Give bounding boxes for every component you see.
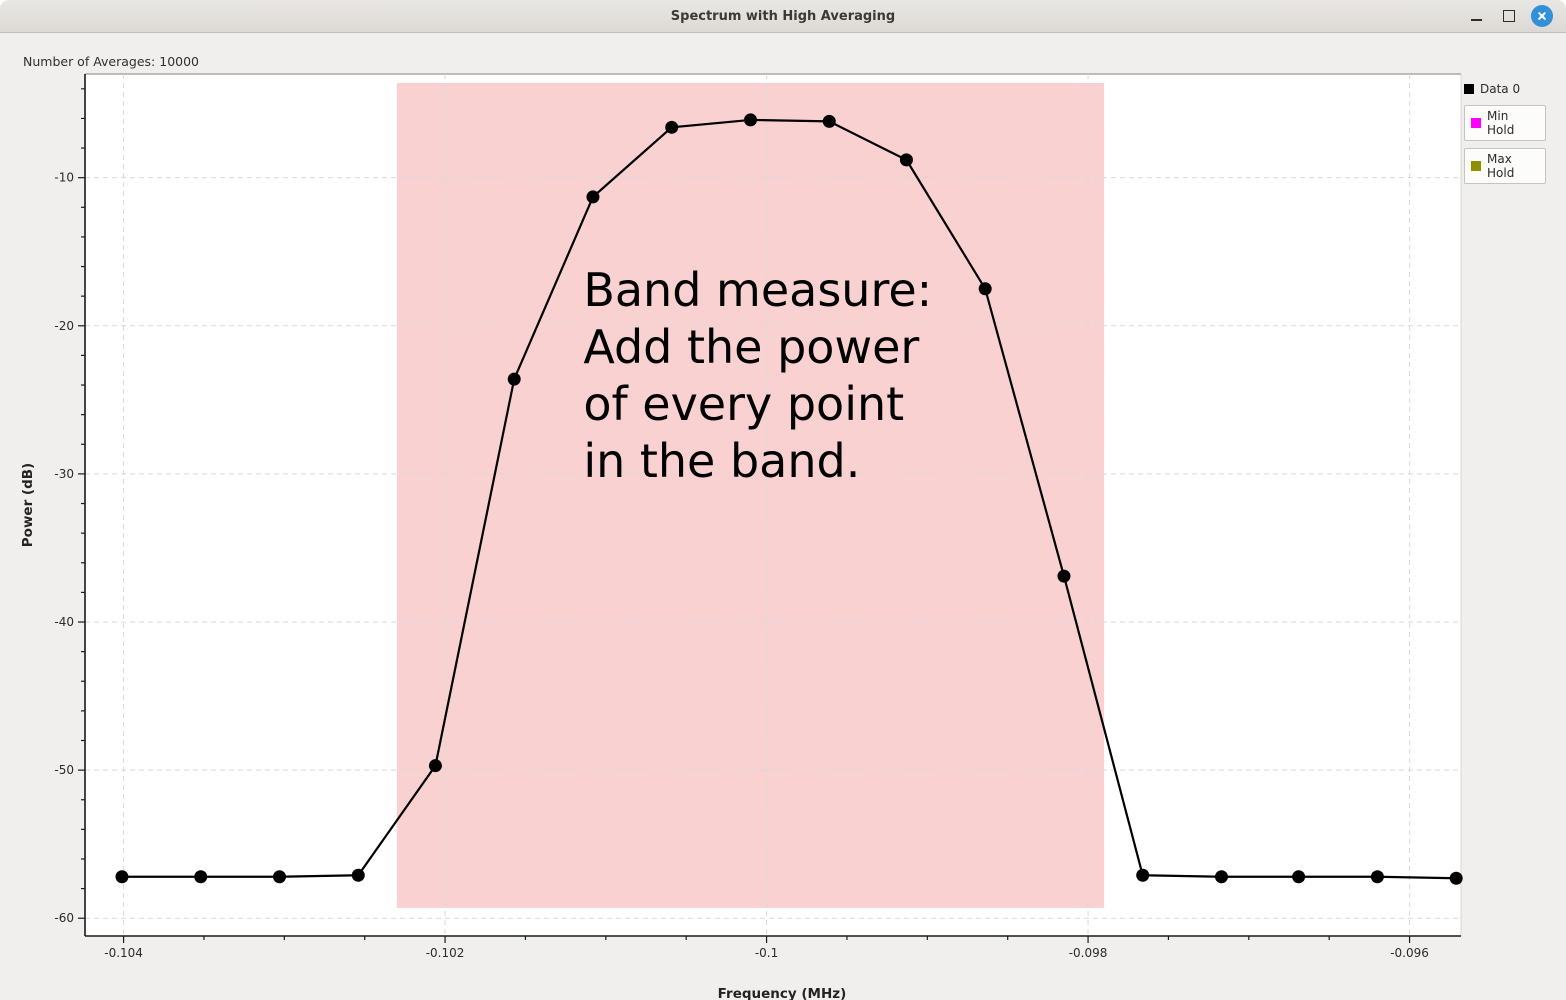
data-point (1136, 868, 1150, 882)
y-tick-label: -30 (54, 467, 74, 481)
data-point (273, 870, 287, 884)
band-measure-region (396, 82, 1105, 908)
minimize-icon (1470, 19, 1482, 21)
y-tick-label: -10 (54, 171, 74, 185)
data-point (743, 113, 757, 127)
legend-item-min-hold[interactable]: Min Hold (1464, 105, 1546, 141)
titlebar[interactable]: Spectrum with High Averaging (0, 0, 1566, 33)
annotation-line: Band measure: (583, 263, 933, 318)
data-point (1292, 870, 1306, 884)
x-tick-label: -0.096 (1390, 946, 1429, 960)
data-point (586, 190, 600, 204)
annotation-line: Add the power (583, 320, 920, 375)
data-point (194, 870, 208, 884)
x-tick-label: -0.102 (426, 946, 465, 960)
x-axis-label: Frequency (MHz) (717, 986, 847, 1000)
data-point (822, 114, 836, 128)
y-axis-label: Power (dB) (20, 462, 36, 548)
legend-label: Data 0 (1480, 82, 1521, 96)
data-point (1449, 871, 1463, 885)
maximize-icon (1503, 10, 1515, 22)
close-icon (1531, 5, 1553, 27)
legend-swatch-icon (1471, 118, 1481, 128)
legend-label: Min Hold (1487, 109, 1515, 137)
tick-labels: -0.104 -0.102 -0.1 -0.098 -0.096 -10 -20 -30 -40… (54, 171, 1429, 960)
data-point (1370, 870, 1384, 884)
annotation-line: of every point (583, 377, 905, 432)
legend-label: Max Hold (1487, 152, 1515, 180)
legend: Data 0 Min Hold Max Hold (1464, 82, 1554, 191)
gridlines (85, 74, 1461, 936)
data-point (428, 759, 442, 773)
annotation-line: in the band. (583, 434, 861, 489)
data-point (507, 372, 521, 386)
data-point (1057, 569, 1071, 583)
x-tick-label: -0.104 (104, 946, 143, 960)
axes (84, 74, 1461, 937)
legend-item-max-hold[interactable]: Max Hold (1464, 148, 1546, 184)
series-line-data-0 (121, 118, 1457, 880)
x-tick-label: -0.1 (755, 946, 778, 960)
spectrum-chart: -0.104 -0.102 -0.1 -0.098 -0.096 -10 -20 -30 -40… (0, 32, 1566, 1000)
close-button[interactable] (1530, 4, 1554, 28)
data-point (115, 870, 129, 884)
data-point (899, 153, 913, 167)
axis-ticks (78, 88, 1411, 943)
legend-swatch-icon (1464, 84, 1474, 94)
y-tick-label: -40 (54, 615, 74, 629)
data-point (978, 282, 992, 296)
band-measure-annotation: Band measure: Add the power of every point… (583, 262, 932, 490)
data-point (351, 868, 365, 882)
x-tick-label: -0.098 (1069, 946, 1108, 960)
legend-item-data-0[interactable]: Data 0 (1464, 82, 1554, 96)
y-tick-label: -50 (54, 763, 74, 777)
window-controls (1464, 0, 1554, 32)
data-point (1214, 870, 1228, 884)
window-title: Spectrum with High Averaging (670, 8, 896, 24)
y-tick-label: -20 (54, 319, 74, 333)
series-markers (115, 113, 1463, 885)
maximize-button[interactable] (1497, 4, 1521, 28)
minimize-button[interactable] (1464, 4, 1488, 28)
plot-canvas[interactable]: -0.104 -0.102 -0.1 -0.098 -0.096 -10 -20 -30 -40… (0, 32, 1566, 1000)
legend-swatch-icon (1471, 161, 1481, 171)
y-tick-label: -60 (54, 911, 74, 925)
data-point (665, 120, 679, 134)
number-of-averages-label: Number of Averages: 10000 (23, 54, 200, 69)
